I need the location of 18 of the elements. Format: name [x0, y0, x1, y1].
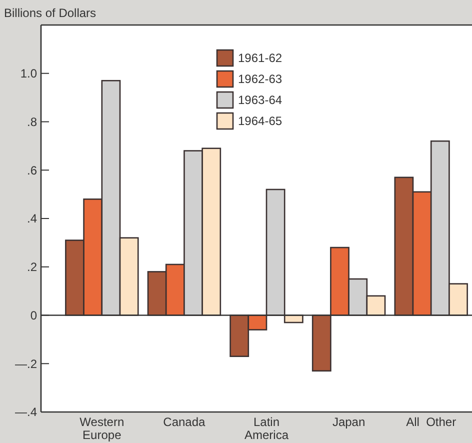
legend-label: 1962-63 [238, 72, 282, 86]
x-tick-label: Japan [332, 415, 366, 429]
y-tick-label: —.4 [14, 405, 38, 420]
y-tick-label: .6 [26, 163, 38, 178]
x-tick-label: All Other [406, 415, 456, 429]
x-tick-label: Latin America [244, 415, 289, 442]
legend-label: 1964-65 [238, 114, 282, 128]
y-tick-label: .4 [26, 212, 38, 226]
x-tick-label: Western Europe [80, 415, 124, 442]
y-tick-label: 1.0 [20, 66, 38, 81]
y-axis-title: Billions of Dollars [4, 6, 96, 20]
x-tick-label: Canada [163, 415, 206, 429]
y-tick-label: .2 [26, 260, 38, 274]
y-tick-label: .8 [26, 114, 38, 129]
legend-label: 1963-64 [238, 93, 282, 108]
legend-label: 1961-62 [238, 51, 282, 66]
y-tick-label: —.2 [14, 356, 38, 371]
y-tick-label: 0 [30, 308, 38, 322]
